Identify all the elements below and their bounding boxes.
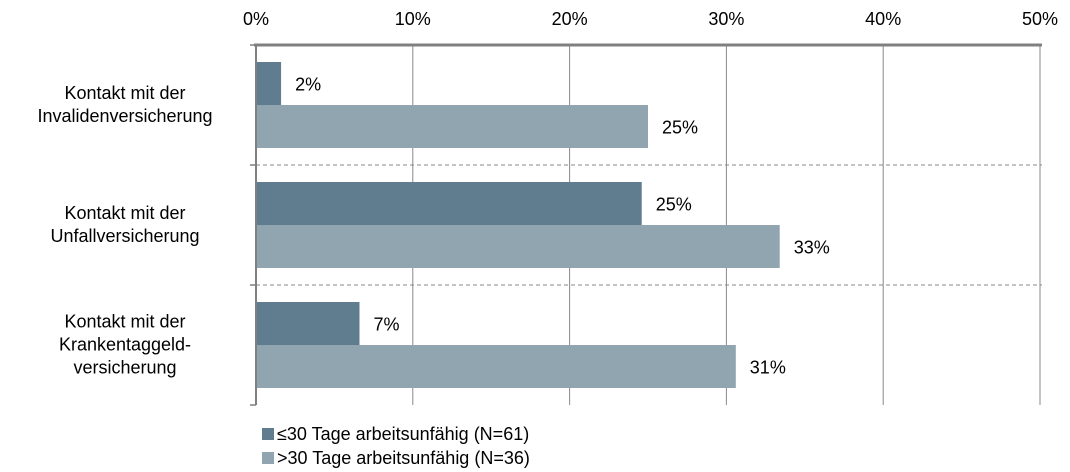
bar: [256, 345, 736, 388]
bar: [256, 62, 282, 105]
category-label: Kontakt mit der Unfallversicherung: [50, 203, 200, 246]
value-label: 25%: [656, 194, 692, 214]
category-label: Kontakt mit der Krankentaggeld- versiche…: [58, 311, 192, 378]
x-tick-label: 50%: [1022, 9, 1058, 29]
x-tick-label: 0%: [243, 9, 269, 29]
value-label: 2%: [295, 74, 321, 94]
legend-label: >30 Tage arbeitsunfähig (N=36): [277, 448, 530, 468]
value-label: 33%: [794, 237, 830, 257]
value-label: 31%: [750, 357, 786, 377]
legend-swatch: [262, 428, 274, 440]
legend-swatch: [262, 452, 274, 464]
x-tick-label: 10%: [395, 9, 431, 29]
bar: [256, 302, 360, 345]
value-label: 7%: [373, 314, 399, 334]
legend-label: ≤30 Tage arbeitsunfähig (N=61): [277, 424, 529, 444]
x-tick-label: 40%: [865, 9, 901, 29]
value-label: 25%: [662, 117, 698, 137]
x-tick-label: 30%: [708, 9, 744, 29]
category-label: Kontakt mit der Invalidenversicherung: [37, 83, 213, 126]
bar: [256, 105, 648, 148]
bar: [256, 182, 642, 225]
bar: [256, 225, 780, 268]
x-tick-label: 20%: [552, 9, 588, 29]
